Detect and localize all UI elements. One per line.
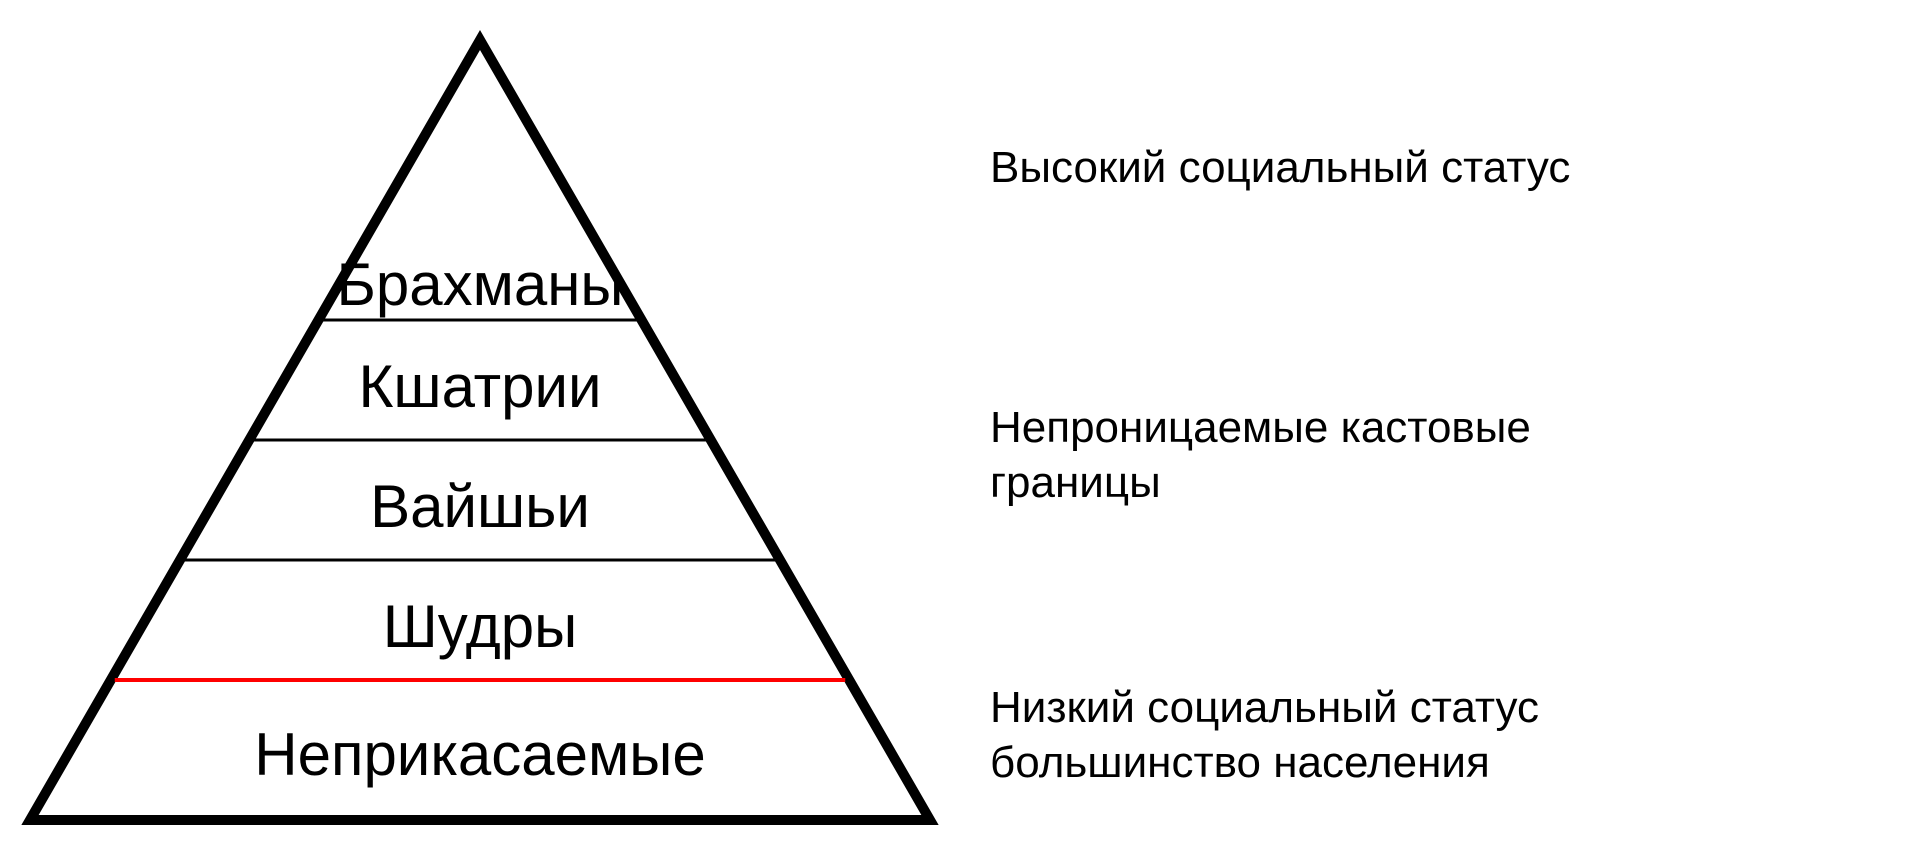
level-label-shudry: Шудры bbox=[383, 592, 578, 661]
level-label-neprikasaemye: Неприкасаемые bbox=[254, 720, 706, 789]
level-label-brahmany: Брахманы bbox=[337, 250, 624, 319]
annotation-bottom: Низкий социальный статус большинство нас… bbox=[990, 680, 1539, 790]
caste-pyramid-diagram: Брахманы Кшатрии Вайшьи Шудры Неприкасае… bbox=[0, 0, 1920, 854]
annotation-bottom-line1: Низкий социальный статус bbox=[990, 683, 1539, 732]
level-label-vaishi: Вайшьи bbox=[370, 472, 590, 541]
annotation-top: Высокий социальный статус bbox=[990, 140, 1570, 195]
annotation-top-line1: Высокий социальный статус bbox=[990, 143, 1570, 192]
annotation-middle-line2: границы bbox=[990, 458, 1161, 507]
annotation-middle-line1: Непроницаемые кастовые bbox=[990, 403, 1531, 452]
level-label-kshatrii: Кшатрии bbox=[358, 352, 601, 421]
annotation-bottom-line2: большинство населения bbox=[990, 738, 1490, 787]
annotation-middle: Непроницаемые кастовые границы bbox=[990, 400, 1531, 510]
